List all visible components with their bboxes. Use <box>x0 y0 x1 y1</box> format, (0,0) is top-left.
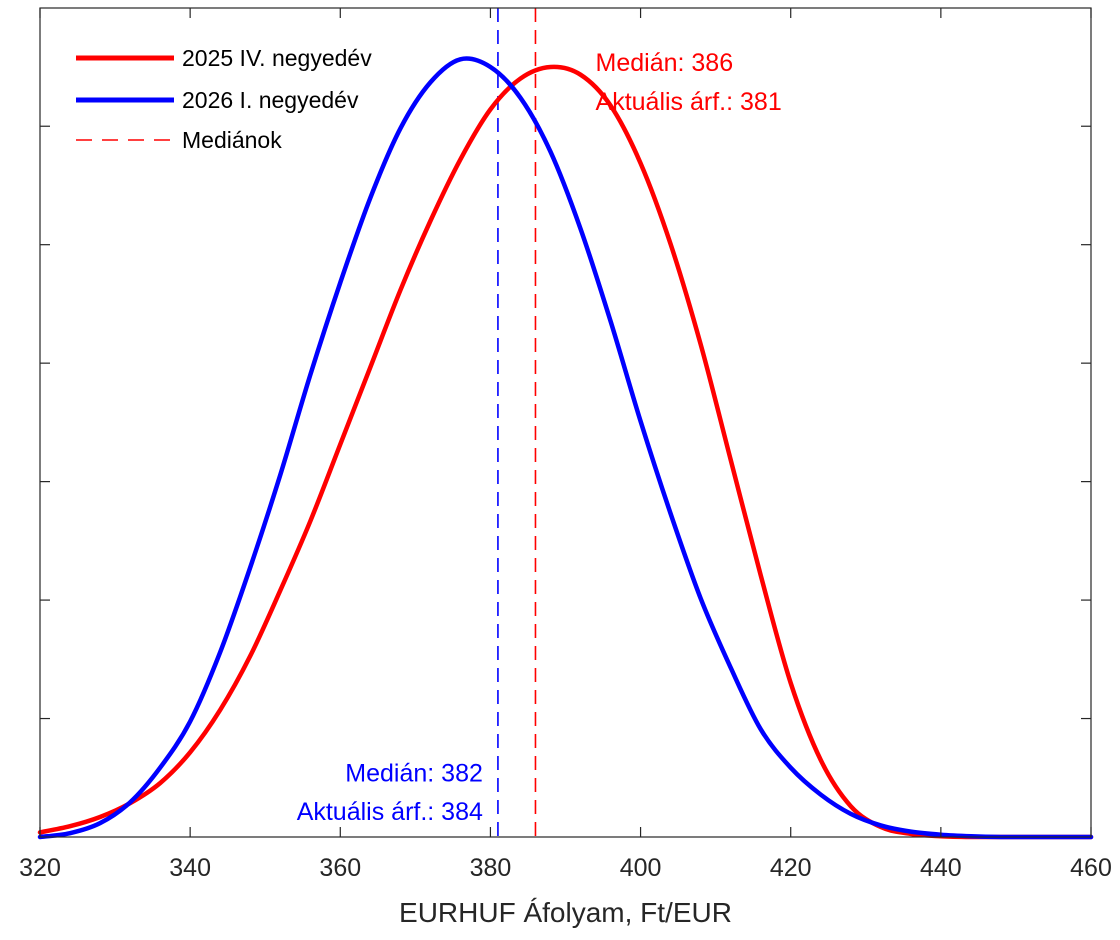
x-tick-labels: 320 340 360 380 400 420 440 460 <box>19 854 1112 882</box>
x-tick-label-420: 420 <box>770 854 812 882</box>
median-annotation-3: Aktuális árf.: 384 <box>297 798 483 826</box>
median-annotation-2: Medián: 382 <box>345 760 483 788</box>
series-line-1 <box>37 56 1094 840</box>
median-annotations: Medián: 386 Aktuális árf.: 381 Medián: 382… <box>297 49 782 826</box>
median-annotation-1: Aktuális árf.: 381 <box>596 88 782 116</box>
legend: 2025 IV. negyedév 2026 I. negyedév Mediá… <box>76 45 372 153</box>
x-tick-label-340: 340 <box>169 854 211 882</box>
plot-area <box>40 8 1091 837</box>
series-lines <box>37 56 1094 840</box>
legend-label-2025-q4: 2025 IV. negyedév <box>182 45 372 71</box>
x-tick-label-360: 360 <box>319 854 361 882</box>
axis-ticks <box>39 8 1092 837</box>
series-line-0 <box>37 64 1094 840</box>
x-tick-label-460: 460 <box>1070 854 1112 882</box>
x-tick-label-320: 320 <box>19 854 61 882</box>
plot-frame <box>39 7 1092 838</box>
median-annotation-0: Medián: 386 <box>596 49 734 77</box>
legend-label-medians: Mediánok <box>182 127 282 153</box>
x-tick-label-400: 400 <box>620 854 662 882</box>
x-axis-title: EURHUF Áfolyam, Ft/EUR <box>399 897 732 928</box>
x-tick-label-440: 440 <box>920 854 962 882</box>
legend-label-2026-q1: 2026 I. negyedév <box>182 87 359 113</box>
x-tick-label-380: 380 <box>470 854 512 882</box>
median-lines <box>497 8 537 837</box>
